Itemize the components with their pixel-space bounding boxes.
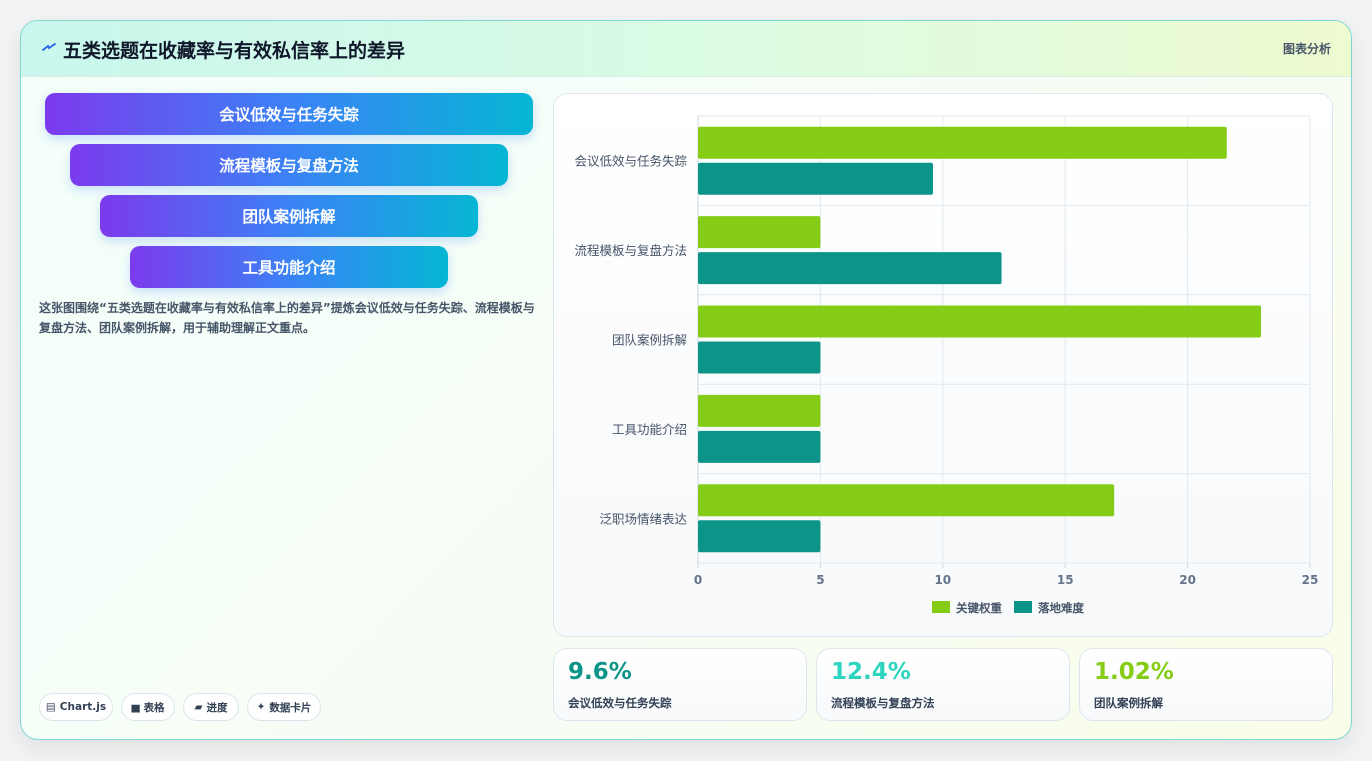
x-tick-label: 5 [816,573,824,587]
y-tick-label: 团队案例拆解 [612,333,687,348]
table-icon: ▅ [131,701,140,713]
pill-chartjs[interactable]: ▤ Chart.js [39,693,113,721]
bar [698,305,1262,338]
funnel-item: 流程模板与复盘方法 [70,144,508,186]
pill-progress[interactable]: ▰ 进度 [183,693,239,721]
funnel-item: 团队案例拆解 [100,195,478,237]
y-tick-label: 工具功能介绍 [612,422,687,437]
header-tag: 图表分析 [1282,42,1331,56]
pill-data-card[interactable]: ✦ 数据卡片 [247,693,321,721]
stat-label: 会议低效与任务失踪 [568,696,672,710]
x-tick-label: 10 [934,573,951,587]
x-tick-label: 15 [1057,573,1074,587]
y-tick-label: 泛职场情绪表达 [599,511,687,526]
chart-panel: 0 5 10 15 20 25 会议低效与任务失踪 流程模板与复盘方法团队案例拆解 工具功能介绍… [553,93,1333,637]
pill-label: 表格 [143,701,165,714]
bar [698,484,1115,517]
stat-value: 1.02% [1094,659,1174,685]
pill-label: Chart.js [59,701,107,713]
y-tick-label: 会议低效与任务失踪 [574,154,687,169]
y-tick-label: 流程模板与复盘方法 [574,243,687,258]
bar [698,162,934,195]
pill-label: 进度 [206,701,228,714]
spark-icon [42,43,56,51]
stat-label: 流程模板与复盘方法 [831,696,935,710]
stat-value: 12.4% [831,659,911,685]
dashboard-card: 五类选题在收藏率与有效私信率上的差异 图表分析 会议低效与任务失踪 流程模板与复… [20,20,1352,740]
pill-label: 数据卡片 [269,701,312,714]
bar [698,341,821,374]
bar [698,252,1002,285]
x-tick-label: 0 [694,573,702,587]
description-text: 这张图围绕“五类选题在收藏率与有效私信率上的差异”提炼会议低效与任务失踪、流程模… [39,301,535,335]
page-title: 五类选题在收藏率与有效私信率上的差异 [63,40,406,62]
legend-swatch [932,601,950,613]
chart-icon: ▤ [45,701,56,713]
legend-label: 关键权重 [956,601,1002,615]
sparkle-icon: ✦ [256,701,266,713]
bar [698,520,821,553]
funnel-item-label: 流程模板与复盘方法 [219,157,359,175]
x-tick-label: 25 [1302,573,1319,587]
stat-label: 团队案例拆解 [1094,696,1163,710]
funnel-item-label: 会议低效与任务失踪 [219,106,359,124]
x-tick-label: 20 [1179,573,1196,587]
bar [698,430,821,463]
pill-table[interactable]: ▅ 表格 [121,693,175,721]
funnel-item: 工具功能介绍 [130,246,448,288]
funnel-item: 会议低效与任务失踪 [45,93,533,135]
legend-label: 落地难度 [1038,601,1084,615]
bar-chart: 0 5 10 15 20 25 会议低效与任务失踪流程模板与复盘方法团队案例拆解工具功能介绍… [574,115,1319,615]
progress-icon: ▰ [194,701,203,713]
stat-card: 12.4% 流程模板与复盘方法 [816,648,1070,721]
bar [698,394,821,427]
bar [698,216,821,249]
stat-card: 9.6% 会议低效与任务失踪 [553,648,807,721]
legend-swatch [1014,601,1032,613]
header-bar: 五类选题在收藏率与有效私信率上的差异 图表分析 [21,21,1351,77]
stat-value: 9.6% [568,659,632,685]
stat-card: 1.02% 团队案例拆解 [1079,648,1333,721]
funnel-item-label: 团队案例拆解 [242,208,336,226]
bar [698,126,1227,159]
funnel-item-label: 工具功能介绍 [242,259,336,277]
